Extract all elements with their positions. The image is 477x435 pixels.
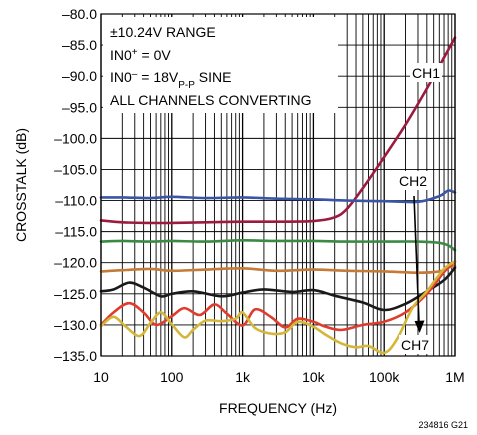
series-line-6 <box>99 260 457 332</box>
y-tick-label: –110.0 <box>55 193 97 209</box>
y-tick-label: –105.0 <box>54 161 97 177</box>
x-tick-label: 100k <box>369 369 400 385</box>
ch2-label: CH2 <box>399 173 427 189</box>
y-tick-label: –90.0 <box>62 68 97 84</box>
x-tick-label: 10 <box>93 369 109 385</box>
condition-range: ±10.24V RANGE <box>110 24 216 40</box>
y-tick-label: –125.0 <box>54 286 97 302</box>
series-line-4 <box>99 264 457 274</box>
y-tick-label: –135.0 <box>54 348 97 364</box>
series-line-3 <box>99 239 457 252</box>
y-tick-label: –80.0 <box>62 6 97 22</box>
series-group <box>99 36 457 355</box>
condition-all-channels: ALL CHANNELS CONVERTING <box>110 92 312 108</box>
in0-minus-label: IN0 <box>110 69 132 85</box>
in0-minus-subscript: P-P <box>178 80 195 91</box>
in0-plus-label: IN0 <box>110 47 132 63</box>
y-tick-label: –130.0 <box>54 317 97 333</box>
y-axis-title: CROSSTALK (dB) <box>13 128 29 242</box>
plot-frame <box>100 13 456 357</box>
series-line-ch1 <box>99 36 457 225</box>
in0-plus-superscript: + <box>132 47 138 58</box>
y-tick-label: –95.0 <box>62 99 97 115</box>
conditions-box <box>103 17 338 113</box>
in0-plus-value: = 0V <box>138 47 172 63</box>
ch1-label-background <box>410 63 442 82</box>
x-axis-ticks: 10 100 1k 10k 100k 1M <box>93 369 465 385</box>
in0-minus-tail: SINE <box>195 69 232 85</box>
in0-minus-superscript: – <box>132 69 138 80</box>
ch7-label: CH7 <box>401 337 429 353</box>
y-axis-ticks: –80.0 –85.0 –90.0 –95.0 –100.0 –105.0 –110.0 –1… <box>54 6 97 364</box>
condition-in0-plus: IN0+ = 0V <box>110 47 171 64</box>
condition-in0-minus: IN0– = 18VP-P SINE <box>110 69 231 91</box>
y-tick-label: –115.0 <box>55 224 97 240</box>
ch7-label-background <box>399 335 431 354</box>
ch2-label-background <box>398 171 430 190</box>
figure-code: 234816 G21 <box>418 420 468 430</box>
arrow-head-icon <box>414 320 425 333</box>
in0-minus-value: = 18V <box>137 69 179 85</box>
ch2-to-ch7-arrow <box>413 195 420 323</box>
series-line-ch7 <box>99 260 457 355</box>
x-tick-label: 1k <box>235 369 251 385</box>
y-tick-label: –100.0 <box>54 130 97 146</box>
x-tick-label: 10k <box>302 369 326 385</box>
series-line-ch2 <box>99 189 457 204</box>
y-tick-label: –120.0 <box>54 255 97 271</box>
x-tick-label: 100 <box>160 369 184 385</box>
series-line-5 <box>99 266 457 312</box>
ch1-label: CH1 <box>412 65 440 81</box>
x-tick-label: 1M <box>445 369 464 385</box>
x-axis-title: FREQUENCY (Hz) <box>219 400 337 416</box>
y-tick-label: –85.0 <box>62 37 97 53</box>
